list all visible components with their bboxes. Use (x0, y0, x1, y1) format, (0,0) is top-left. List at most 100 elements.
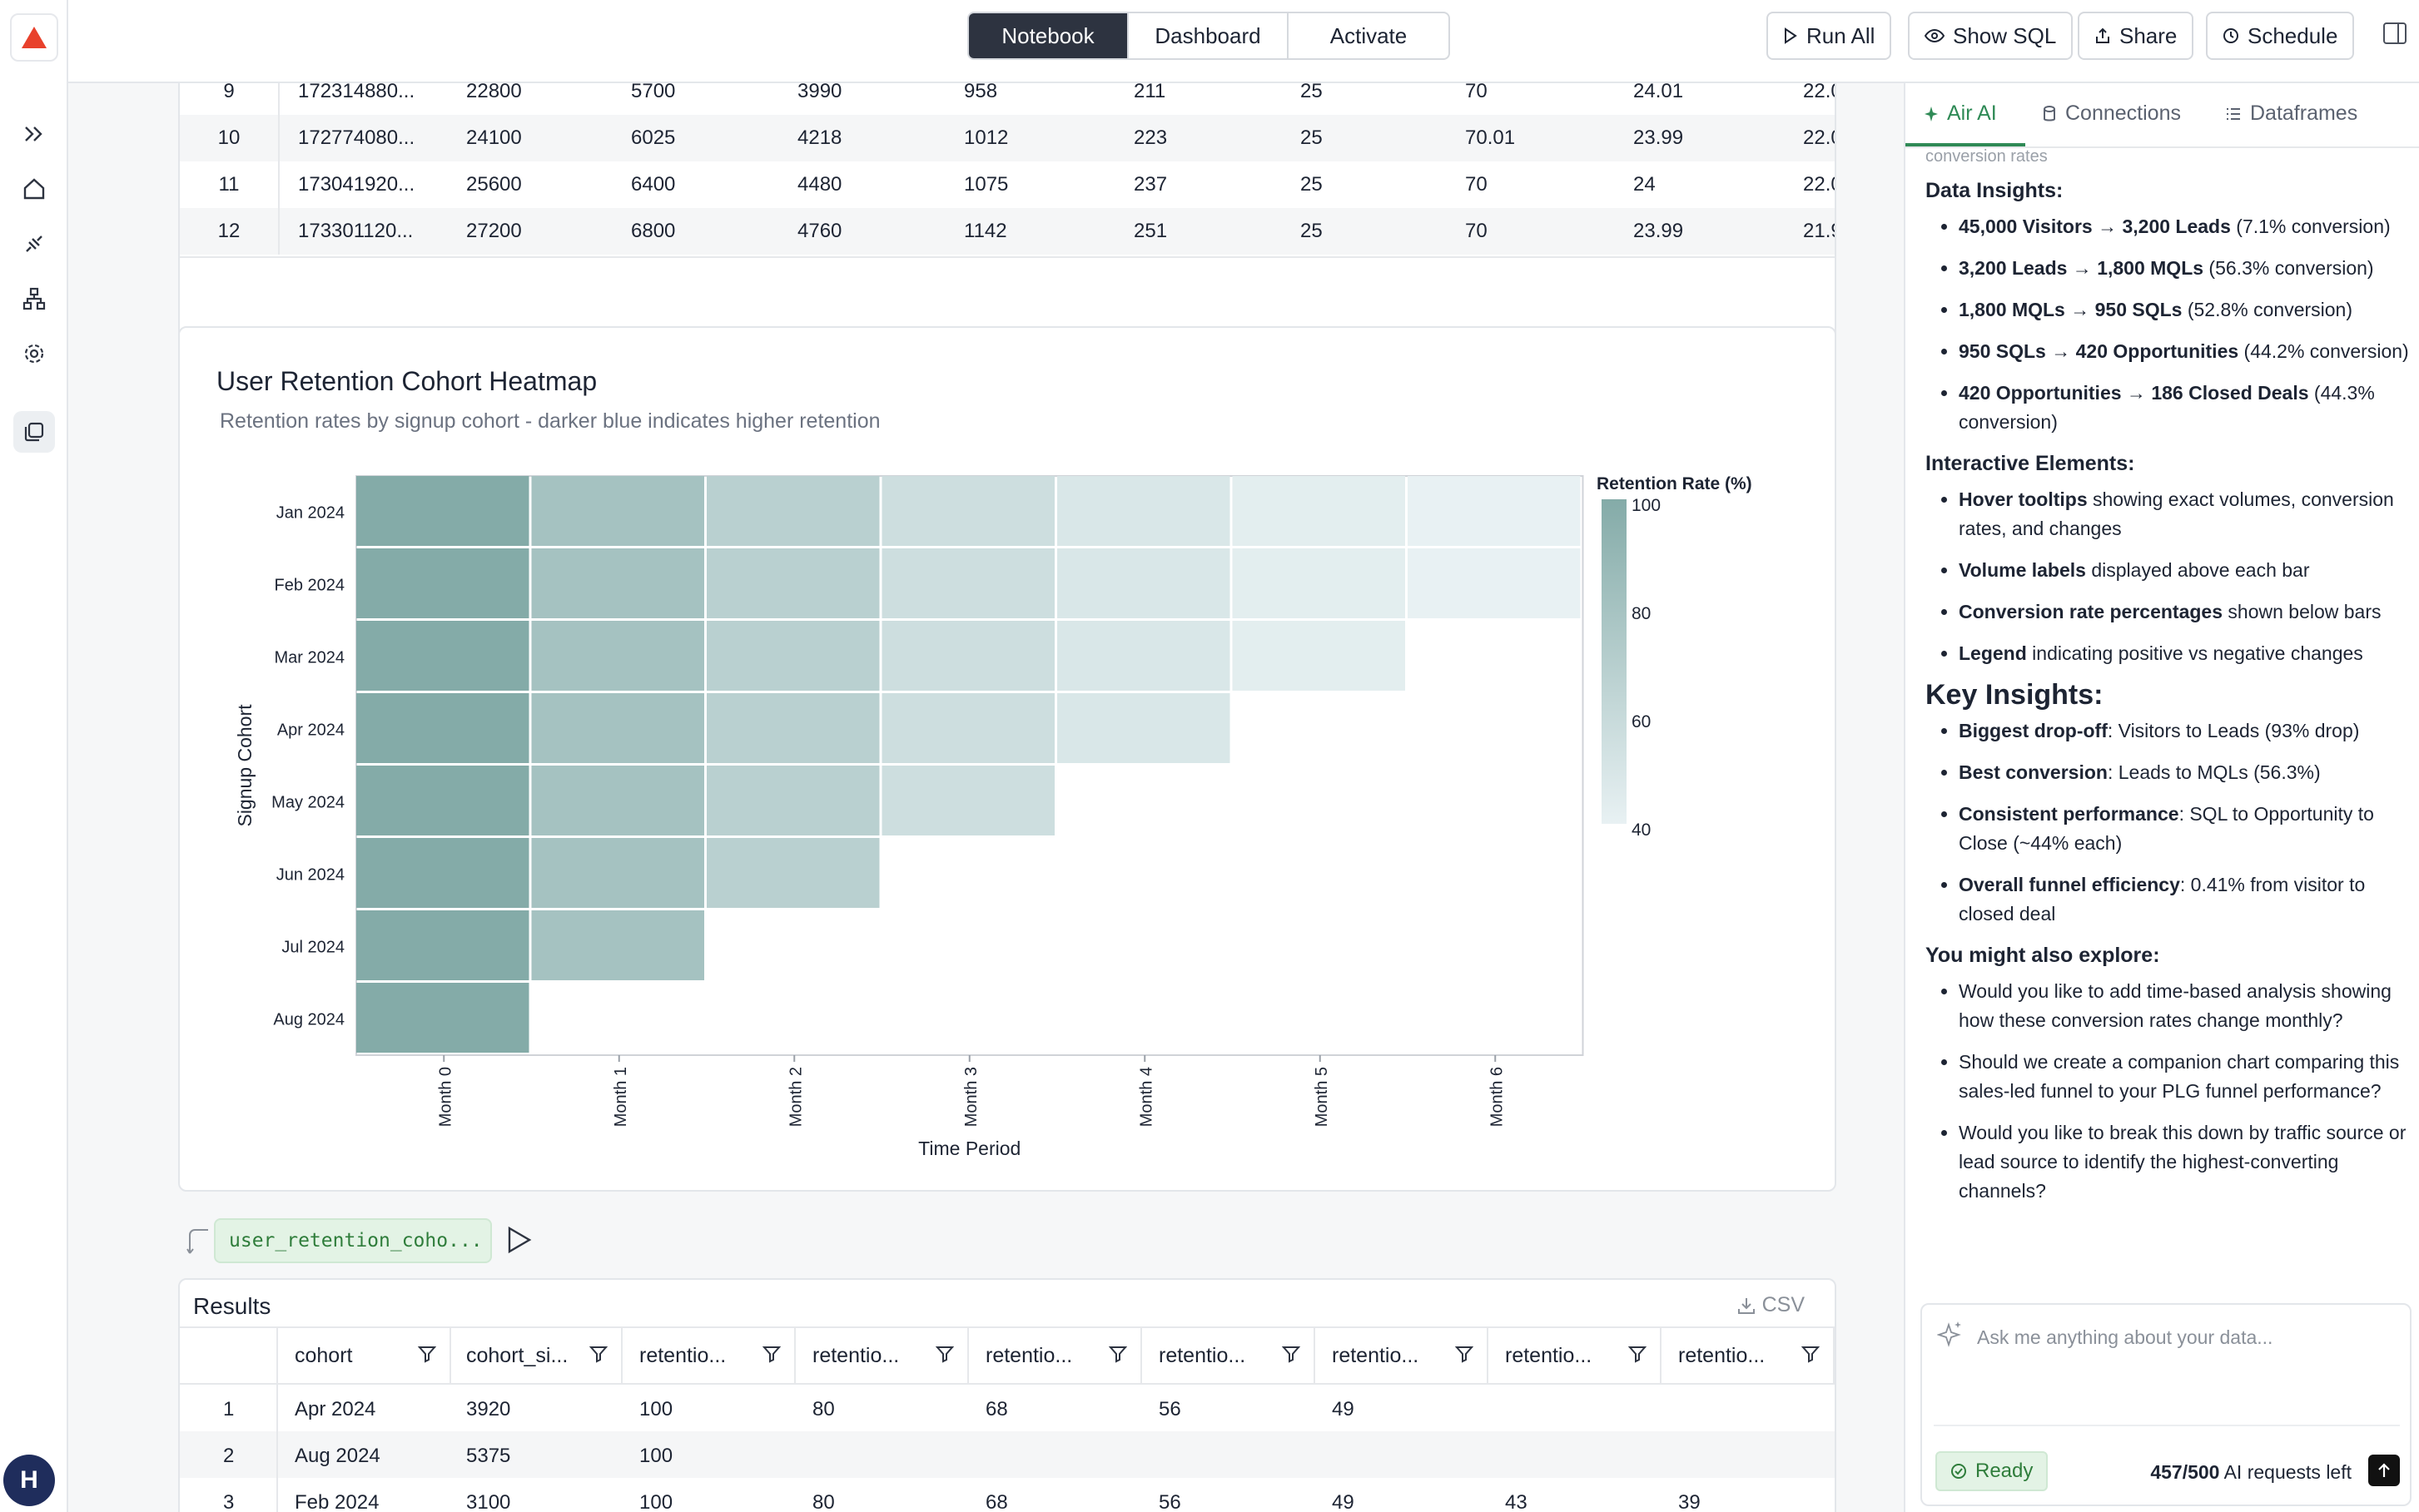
tab-notebook[interactable]: Notebook (969, 13, 1129, 58)
filter-icon[interactable] (1281, 1345, 1301, 1369)
table-cell: 5700 (631, 83, 676, 102)
app-logo[interactable] (10, 13, 58, 62)
explore-list: Would you like to add time-based analysi… (1925, 977, 2410, 1206)
filter-icon[interactable] (589, 1345, 608, 1369)
run-cell-icon[interactable] (504, 1225, 533, 1259)
heatmap-cell (356, 838, 529, 908)
table-cell: 23.99 (1633, 220, 1684, 242)
reference-arrow-icon (186, 1227, 211, 1261)
x-tick-label: Month 0 (436, 1067, 454, 1127)
column-header[interactable]: retentio... (1662, 1328, 1835, 1383)
csv-download-button[interactable]: CSV (1737, 1293, 1805, 1317)
play-icon (1785, 27, 1797, 44)
heatmap-cell (882, 766, 1055, 835)
table-cell: 49 (1332, 1398, 1354, 1420)
tab-air-ai[interactable]: Air AI (1924, 102, 1997, 126)
table-cell: 5375 (466, 1445, 511, 1467)
column-header[interactable]: retentio... (1315, 1328, 1488, 1383)
column-header[interactable]: cohort_si... (450, 1328, 623, 1383)
filter-icon[interactable] (417, 1345, 437, 1369)
table-cell: 68 (986, 1398, 1008, 1420)
filter-icon[interactable] (1454, 1345, 1474, 1369)
list-item-bold: Hover tooltips (1959, 488, 2088, 510)
list-item-bold: Volume labels (1959, 559, 2086, 581)
notebooks-icon[interactable] (13, 411, 55, 453)
table-cell: 22800 (466, 83, 522, 102)
column-header[interactable]: retentio... (1142, 1328, 1315, 1383)
key-insights-heading: Key Insights: (1925, 679, 2104, 711)
column-header[interactable]: retentio... (623, 1328, 796, 1383)
heatmap-cell (531, 766, 704, 835)
plug-icon[interactable] (13, 223, 55, 265)
table-cell: 4480 (797, 173, 842, 196)
column-header[interactable]: retentio... (796, 1328, 969, 1383)
scrolled-text: conversion rates (1925, 148, 2048, 165)
heatmap-card: User Retention Cohort Heatmap Retention … (178, 326, 1836, 1192)
chat-input[interactable]: Ask me anything about your data... (1977, 1326, 2273, 1348)
check-circle-icon (1951, 1464, 1966, 1479)
key-insights-list: Biggest drop-off: Visitors to Leads (93%… (1925, 716, 2410, 929)
toggle-panel-icon[interactable] (2382, 22, 2407, 49)
column-header-label: retentio... (639, 1343, 727, 1367)
clock-icon (2223, 28, 2238, 43)
filter-icon[interactable] (1627, 1345, 1647, 1369)
x-tick-label: Month 3 (962, 1067, 981, 1127)
y-tick-label: Mar 2024 (275, 649, 345, 667)
tab-dataframes[interactable]: Dataframes (2225, 102, 2357, 126)
share-icon (2096, 27, 2109, 43)
gear-icon[interactable] (13, 333, 55, 374)
filter-icon[interactable] (762, 1345, 782, 1369)
heatmap-cell (356, 476, 529, 546)
table-row: 3 Feb 2024 3100 100 80 68 56 49 43 39 (180, 1478, 1835, 1512)
table-cell: 68 (986, 1491, 1008, 1512)
table-cell: 100 (639, 1398, 673, 1420)
tab-dataframes-label: Dataframes (2250, 102, 2358, 125)
list-item-text: (44.2% conversion) (2238, 340, 2409, 362)
legend-tick-label: 40 (1632, 820, 1651, 840)
list-item-text: : SQL to Opportunity to Close (~44% each… (1959, 803, 2374, 854)
show-sql-button[interactable]: Show SQL (1908, 12, 2074, 60)
composer-divider (1934, 1425, 2400, 1426)
hierarchy-icon[interactable] (13, 278, 55, 320)
home-icon[interactable] (13, 168, 55, 210)
tab-dashboard[interactable]: Dashboard (1129, 13, 1289, 58)
list-item-text: : Leads to MQLs (56.3%) (2107, 761, 2321, 783)
list-item: 1,800 MQLs → 950 SQLs (52.8% conversion) (1959, 295, 2410, 325)
x-tick-label: Month 5 (1313, 1067, 1331, 1127)
run-all-button[interactable]: Run All (1766, 12, 1892, 60)
column-header-label: retentio... (1159, 1343, 1246, 1367)
schedule-button[interactable]: Schedule (2206, 12, 2355, 60)
tab-connections[interactable]: Connections (2042, 102, 2181, 126)
explore-heading: You might also explore: (1925, 944, 2160, 967)
table-cell: 56 (1159, 1491, 1181, 1512)
filter-icon[interactable] (935, 1345, 955, 1369)
tab-activate[interactable]: Activate (1329, 22, 1408, 48)
filter-icon[interactable] (1108, 1345, 1128, 1369)
share-button[interactable]: Share (2078, 12, 2194, 60)
heatmap-cell (707, 621, 880, 691)
table-cell: 173301120... (298, 220, 414, 242)
column-header[interactable]: retentio... (969, 1328, 1142, 1383)
table-cell: 24 (1633, 173, 1656, 196)
column-header[interactable]: cohort (278, 1328, 451, 1383)
panel-tabs: Air AI Connections Dataframes (1905, 83, 2419, 148)
query-chip[interactable]: user_retention_coho... (214, 1218, 492, 1263)
avatar[interactable]: H (3, 1455, 55, 1506)
send-button[interactable] (2368, 1455, 2400, 1486)
column-header-label: retentio... (1678, 1343, 1766, 1367)
expand-icon[interactable] (13, 113, 55, 155)
row-index: 2 (223, 1445, 235, 1467)
column-header[interactable]: retentio... (1488, 1328, 1662, 1383)
heatmap-cell (356, 983, 529, 1053)
table-cell: 6400 (631, 173, 676, 196)
table-cell: 39 (1678, 1491, 1701, 1512)
heatmap-cell (531, 476, 704, 546)
heatmap-cell (882, 548, 1055, 618)
quota-label: AI requests left (2219, 1461, 2352, 1483)
filter-icon[interactable] (1801, 1345, 1820, 1369)
notebook-canvas: 9 172314880... 22800 5700 3990 958 211 25 70 24.0… (68, 83, 1904, 1512)
list-item: Should we create a companion chart compa… (1959, 1048, 2410, 1106)
table-cell: 24100 (466, 126, 522, 149)
list-item-bold: 45,000 Visitors → 3,200 Leads (1959, 216, 2231, 237)
row-index: 10 (180, 115, 280, 161)
